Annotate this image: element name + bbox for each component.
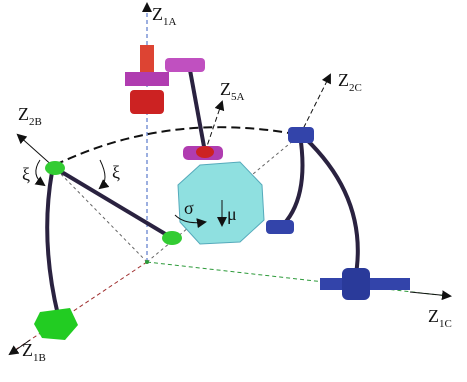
axis-label-sub: 2B: [29, 116, 42, 128]
axis-label-main: Z: [18, 104, 29, 124]
link: [305, 138, 358, 280]
dashed-arc: [55, 127, 300, 165]
joint-c: [288, 127, 314, 143]
angle-arc-left: [36, 160, 44, 185]
angle-label: ξ: [22, 164, 30, 184]
axis-label-sub: 1B: [33, 352, 46, 364]
joint-b: [45, 161, 65, 175]
axis-label: Z1A: [152, 4, 177, 28]
angle-label: μ: [227, 204, 237, 224]
axis-label: Z1B: [22, 340, 46, 364]
axis-label-main: Z: [220, 79, 231, 99]
axis-label-main: Z: [152, 4, 163, 24]
axis-label: Z1C: [428, 306, 452, 330]
axis-label: Z5A: [220, 79, 245, 103]
axis-label: Z2C: [338, 70, 362, 94]
axis-label-main: Z: [428, 306, 439, 326]
joint-a2: [165, 58, 205, 72]
angle-label: ξ: [112, 162, 120, 182]
axis-label-sub: 1C: [439, 318, 452, 330]
actuator-a-body: [130, 90, 164, 114]
axis-label: Z2B: [18, 104, 42, 128]
link: [47, 172, 58, 315]
actuator-c: [342, 268, 370, 300]
actuator-b: [34, 308, 78, 340]
axis-label-sub: 5A: [231, 91, 245, 103]
link: [280, 135, 303, 228]
link: [190, 70, 205, 152]
axis-z2c: [300, 75, 330, 135]
joint-b-platform: [162, 231, 182, 245]
axis-z1c-arrow: [410, 292, 450, 296]
axis-label-sub: 2C: [349, 82, 362, 94]
axis-label-main: Z: [338, 70, 349, 90]
joint-5a-center: [196, 146, 214, 158]
origin: [145, 260, 149, 264]
angle-label: σ: [184, 198, 194, 218]
axis-z1b: [12, 262, 147, 352]
axis-label-sub: 1A: [163, 16, 177, 28]
mechanism-diagram: Z1A Z5A Z2C Z2B Z1C Z1B ξ ξ σ μ: [0, 0, 467, 382]
axis-label-main: Z: [22, 340, 33, 360]
joint-c-platform: [266, 220, 294, 234]
angle-arc-right: [100, 160, 105, 188]
joint-a: [125, 72, 169, 86]
